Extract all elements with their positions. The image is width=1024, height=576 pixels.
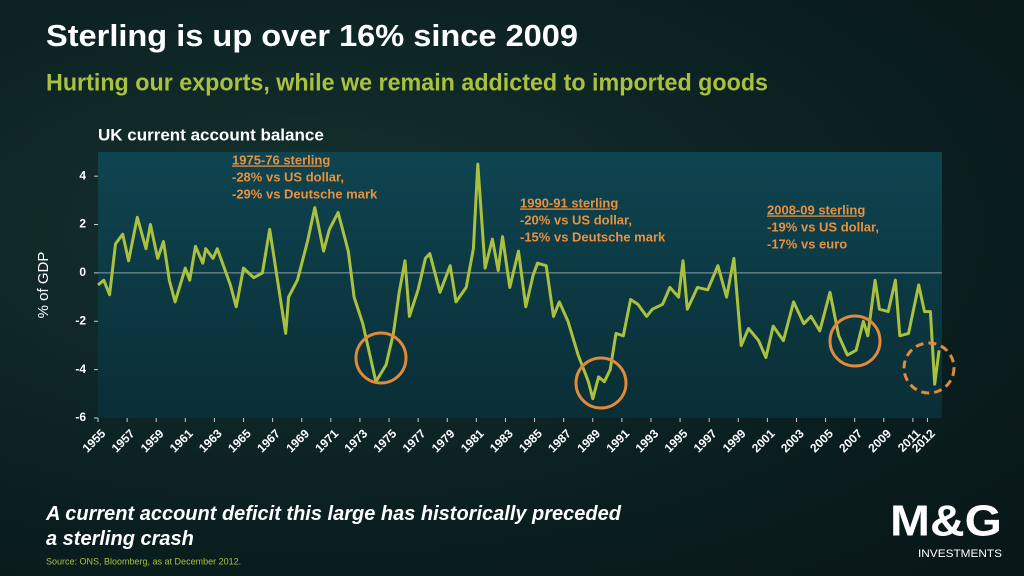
highlight-circle [828,314,882,368]
x-tick-label: 1995 [662,426,691,455]
y-tick-label: -4 [75,362,86,376]
logo-brand: M&G [890,497,1002,546]
annotation-line: -20% vs US dollar, [520,212,632,227]
y-axis-label: % of GDP [35,252,52,319]
source: Source: ONS, Bloomberg, as at December 2… [46,556,241,566]
annotation-line: -19% vs US dollar, [767,219,879,234]
x-tick-label: 2009 [865,426,894,455]
annotation-line: -28% vs US dollar, [232,169,344,184]
chart-title: UK current account balance [98,125,324,144]
title: Sterling is up over 16% since 2009 [46,18,578,53]
x-tick-label: 1969 [283,426,312,455]
annotation-line: -15% vs Deutsche mark [520,229,666,244]
x-tick-label: 1979 [429,426,458,455]
x-tick-label: 1955 [80,426,109,455]
x-tick-label: 1981 [458,426,487,455]
x-tick-label: 1965 [225,426,254,455]
footnote: A current account deficit this large has… [46,503,621,550]
x-tick-label: 1957 [109,426,138,455]
annotation-title: 1990-91 sterling [520,195,618,210]
x-tick-label: 1959 [138,426,167,455]
x-tick-label: 1993 [633,426,662,455]
x-tick-label: 1973 [342,426,371,455]
x-tick-label: 1977 [400,426,429,455]
x-tick-label: 2003 [778,426,807,455]
x-tick-label: 1985 [516,426,545,455]
annotation-line: -17% vs euro [767,236,847,251]
x-tick-label: 1991 [603,426,632,455]
plot-area [98,152,942,418]
data-line [97,162,941,401]
x-tick-label: 1971 [312,426,341,455]
x-tick-label: 1987 [545,426,574,455]
logo-tagline: INVESTMENTS [918,548,1002,560]
y-tick-label: 4 [79,168,86,182]
annotation-title: 1975-76 sterling [232,152,330,167]
x-tick-label: 1983 [487,426,516,455]
y-tick-label: -2 [75,313,86,327]
x-tick-label: 2005 [807,426,836,455]
highlight-circle [354,331,408,385]
x-tick-label: 1961 [167,426,196,455]
subtitle: Hurting our exports, while we remain add… [46,69,768,96]
annotation-title: 2008-09 sterling [767,202,865,217]
y-tick-label: 2 [79,217,86,231]
annotation-line: -29% vs Deutsche mark [232,186,378,201]
x-tick-label: 1999 [720,426,749,455]
x-tick-label: 1963 [196,426,225,455]
x-tick-label: 2007 [836,426,865,455]
x-tick-label: 1997 [691,426,720,455]
x-tick-label: 1989 [574,426,603,455]
x-tick-label: 1967 [254,426,283,455]
x-tick-label: 1975 [371,426,400,455]
x-tick-label: 2001 [749,426,778,455]
y-tick-label: -6 [75,410,86,424]
highlight-circle [902,341,956,395]
y-tick-label: 0 [79,265,86,279]
highlight-circle [574,356,628,410]
